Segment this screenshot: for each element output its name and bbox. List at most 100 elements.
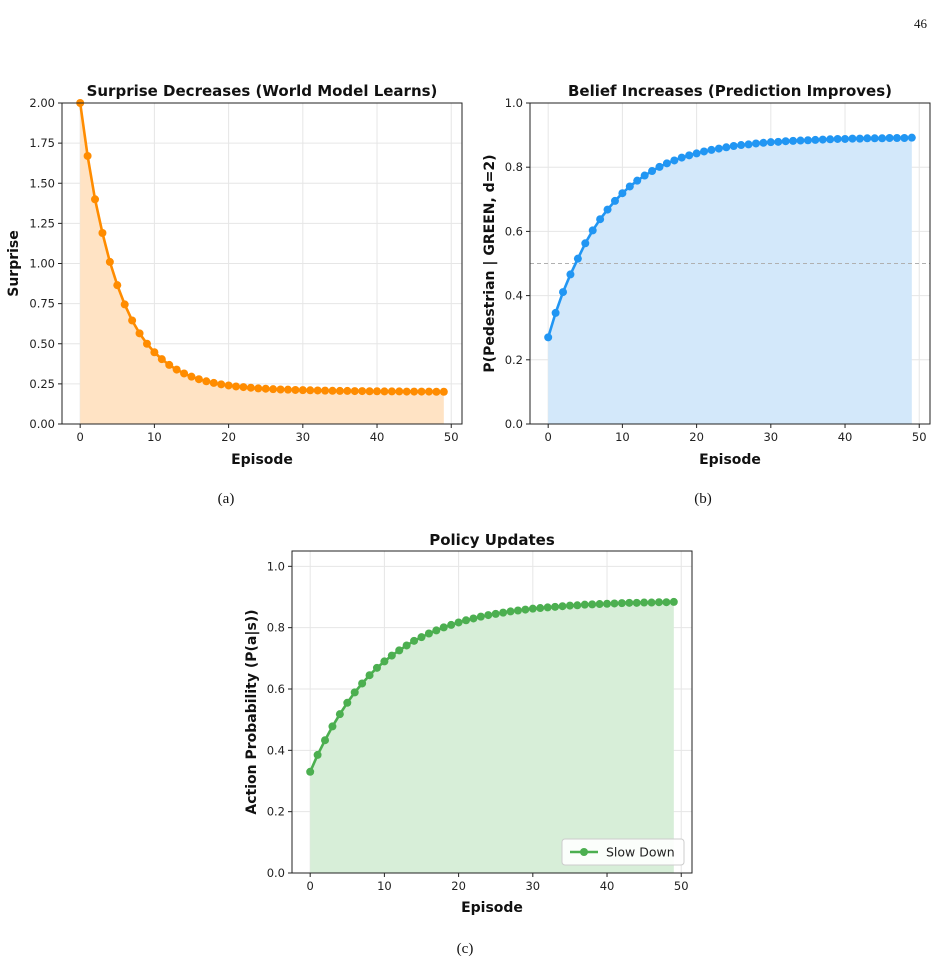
chart-c-point-32 bbox=[543, 603, 552, 612]
chart-a-xtick-label-0: 0 bbox=[77, 430, 84, 444]
chart-b-point-49 bbox=[907, 133, 916, 142]
page-number: 46 bbox=[914, 16, 927, 31]
chart-a-point-8 bbox=[135, 329, 144, 338]
chart-a-point-35 bbox=[335, 386, 344, 395]
chart-c-point-29 bbox=[521, 605, 530, 614]
chart-c-point-40 bbox=[603, 599, 612, 608]
chart-b-point-23 bbox=[714, 144, 723, 153]
chart-a-point-44 bbox=[402, 387, 411, 396]
chart-b-point-36 bbox=[811, 135, 820, 144]
chart-a-point-6 bbox=[120, 300, 129, 309]
chart-b-point-20 bbox=[692, 149, 701, 158]
chart-b-point-33 bbox=[789, 136, 798, 145]
chart-b-point-25 bbox=[729, 142, 738, 151]
chart-c-point-35 bbox=[565, 601, 574, 610]
chart-c-xtick-label-4: 40 bbox=[600, 879, 615, 893]
chart-a-xtick-label-2: 20 bbox=[221, 430, 236, 444]
chart-b-point-41 bbox=[848, 134, 857, 143]
chart-b-point-26 bbox=[737, 141, 746, 150]
chart-b-ytick-label-0: 0.0 bbox=[505, 417, 523, 431]
chart-a-point-31 bbox=[306, 386, 315, 395]
chart-c-point-11 bbox=[387, 651, 396, 660]
chart-c-frame bbox=[291, 550, 693, 874]
chart-c-point-1 bbox=[313, 750, 322, 759]
chart-b-point-32 bbox=[781, 137, 790, 146]
chart-b-point-5 bbox=[581, 239, 590, 248]
chart-a-point-38 bbox=[358, 387, 367, 396]
chart-a-point-10 bbox=[150, 348, 159, 357]
chart-a-point-42 bbox=[387, 387, 396, 396]
chart-a-ytick-label-8: 2.00 bbox=[29, 96, 55, 110]
chart-c-ytick-label-3: 0.6 bbox=[267, 682, 285, 696]
chart-c-legend-box bbox=[561, 838, 685, 866]
chart-c-point-20 bbox=[454, 618, 463, 627]
chart-b-point-29 bbox=[759, 138, 768, 147]
chart-b-ytick-label-3: 0.6 bbox=[505, 224, 523, 238]
chart-a-point-14 bbox=[180, 369, 189, 378]
chart-b-point-47 bbox=[892, 133, 901, 142]
chart-a-ytick-label-5: 1.25 bbox=[29, 216, 55, 230]
chart-a-xlabel: Episode bbox=[231, 452, 293, 468]
chart-a-xtick-label-3: 30 bbox=[295, 430, 310, 444]
chart-c-xtick-label-2: 20 bbox=[451, 879, 466, 893]
chart-a-point-23 bbox=[246, 383, 255, 392]
chart-c-point-27 bbox=[506, 607, 515, 616]
chart-c-fill-area bbox=[310, 601, 674, 873]
chart-a-point-33 bbox=[321, 386, 330, 395]
chart-a-point-46 bbox=[417, 387, 426, 396]
caption-b: (b) bbox=[694, 491, 712, 507]
chart-a-point-12 bbox=[165, 360, 174, 369]
chart-b-ytick-label-1: 0.2 bbox=[505, 353, 523, 367]
chart-c-point-23 bbox=[476, 612, 485, 621]
chart-c-point-2 bbox=[321, 736, 330, 745]
chart-b-point-2 bbox=[559, 288, 568, 297]
chart-b-point-18 bbox=[677, 153, 686, 162]
chart-a-point-3 bbox=[98, 229, 107, 238]
chart-a-point-39 bbox=[365, 387, 374, 396]
caption-c: (c) bbox=[456, 941, 474, 957]
chart-b-point-0 bbox=[544, 333, 553, 342]
chart-b-point-38 bbox=[826, 135, 835, 144]
chart-a-point-27 bbox=[276, 385, 285, 394]
chart-c-point-48 bbox=[662, 598, 671, 607]
chart-a-point-45 bbox=[410, 387, 419, 396]
chart-b-point-44 bbox=[870, 134, 879, 143]
chart-b-xtick-label-0: 0 bbox=[545, 430, 552, 444]
chart-b-point-27 bbox=[744, 140, 753, 149]
chart-b-ylabel: P(Pedestrian | GREEN, d=2) bbox=[482, 154, 498, 372]
chart-c-point-9 bbox=[372, 663, 381, 672]
chart-c-point-15 bbox=[417, 633, 426, 642]
chart-c-legend-marker bbox=[580, 848, 588, 856]
chart-a-ytick-label-1: 0.25 bbox=[29, 377, 55, 391]
chart-c-point-41 bbox=[610, 599, 619, 608]
chart-b-point-11 bbox=[625, 182, 634, 191]
chart-b-xlabel: Episode bbox=[699, 452, 761, 468]
chart-a-point-47 bbox=[424, 387, 433, 396]
chart-b-point-43 bbox=[863, 134, 872, 143]
chart-b-point-17 bbox=[670, 156, 679, 165]
chart-a-point-30 bbox=[298, 386, 307, 395]
chart-b-point-6 bbox=[588, 226, 597, 235]
chart-a-xtick-label-5: 50 bbox=[444, 430, 459, 444]
chart-b-point-10 bbox=[618, 189, 627, 198]
chart-c-point-19 bbox=[447, 620, 456, 629]
chart-a-ytick-label-6: 1.50 bbox=[29, 176, 55, 190]
chart-a-point-43 bbox=[395, 387, 404, 396]
chart-c-point-34 bbox=[558, 602, 567, 611]
chart-a-point-24 bbox=[254, 384, 263, 393]
chart-a-point-19 bbox=[217, 380, 226, 389]
chart-a-point-13 bbox=[172, 365, 181, 374]
chart-b-point-7 bbox=[596, 215, 605, 224]
chart-a-point-40 bbox=[373, 387, 382, 396]
chart-c-ylabel: Action Probability (P(a|s)) bbox=[244, 609, 260, 814]
chart-c-point-6 bbox=[350, 688, 359, 697]
chart-a-point-28 bbox=[283, 385, 292, 394]
chart-a-ytick-label-3: 0.75 bbox=[29, 297, 55, 311]
chart-b-point-42 bbox=[855, 134, 864, 143]
chart-c-title: Policy Updates bbox=[429, 531, 555, 549]
chart-b-point-48 bbox=[900, 133, 909, 142]
chart-b-point-40 bbox=[841, 134, 850, 143]
chart-c-point-39 bbox=[595, 600, 604, 609]
chart-c-point-33 bbox=[551, 602, 560, 611]
chart-a-point-21 bbox=[232, 382, 241, 391]
